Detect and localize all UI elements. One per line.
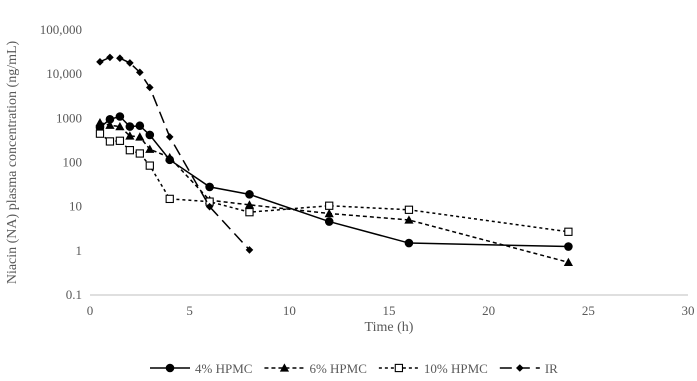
data-point (125, 122, 135, 131)
data-point (125, 146, 135, 155)
y-tick-label: 10,000 (46, 66, 82, 81)
data-point (115, 121, 125, 131)
x-tick-label: 15 (383, 303, 396, 318)
data-point (125, 131, 135, 140)
data-point (146, 83, 154, 92)
y-tick-label: 100 (63, 155, 83, 170)
data-point (95, 129, 105, 138)
data-point (115, 112, 125, 121)
data-point (244, 200, 255, 209)
x-tick-label: 5 (186, 303, 193, 318)
data-point (404, 215, 414, 224)
y-tick-label: 0.1 (66, 287, 82, 302)
data-point (563, 257, 573, 266)
legend-item: 4% HPMC (150, 361, 252, 376)
legend-label: 10% HPMC (424, 361, 488, 376)
data-point (136, 68, 144, 77)
data-point (404, 238, 414, 248)
data-point (106, 53, 114, 62)
data-point (564, 242, 573, 251)
y-axis-ticks: 0.1 1 10 100 1000 10,000 100,000 (40, 22, 82, 302)
data-point (404, 205, 414, 214)
legend-swatch-marker (165, 363, 175, 373)
data-point (116, 54, 124, 62)
legend-item: IR (499, 361, 558, 376)
data-point (325, 201, 334, 210)
data-point (105, 137, 115, 146)
x-tick-label: 0 (87, 303, 94, 318)
series-1 (95, 112, 573, 251)
data-point (564, 227, 573, 236)
legend-label: 6% HPMC (309, 361, 366, 376)
data-point (205, 202, 214, 211)
y-axis-title: Niacin (NA) plasma concentration (ng/mL) (5, 40, 20, 284)
plot-series (95, 53, 573, 266)
x-tick-label: 30 (682, 303, 695, 318)
data-point (245, 208, 254, 217)
data-point (245, 190, 254, 199)
data-point (245, 246, 254, 254)
data-point (115, 136, 125, 145)
y-tick-label: 100,000 (40, 22, 82, 37)
data-point (145, 161, 154, 170)
data-point (324, 217, 334, 226)
data-point (165, 194, 174, 204)
data-point (145, 144, 155, 153)
data-point (126, 59, 134, 67)
y-tick-label: 1 (76, 243, 83, 258)
legend-item: 10% HPMC (378, 361, 488, 376)
data-point (324, 208, 334, 218)
y-tick-label: 10 (69, 199, 82, 214)
data-point (96, 58, 104, 66)
y-tick-label: 1000 (56, 110, 82, 125)
legend-label: 4% HPMC (195, 361, 252, 376)
series-line (99, 121, 569, 264)
data-point (205, 182, 214, 192)
x-axis-title: Time (h) (365, 320, 414, 335)
data-point (135, 132, 145, 141)
legend-swatch-marker (516, 364, 524, 372)
legend-item: 6% HPMC (264, 361, 367, 376)
legend: 4% HPMC 6% HPMC 10% HPMC IR (150, 361, 558, 376)
x-tick-label: 25 (582, 303, 595, 318)
legend-label: IR (545, 361, 558, 376)
data-point (95, 118, 105, 127)
x-tick-label: 10 (283, 303, 296, 318)
x-tick-label: 20 (482, 303, 495, 318)
series-line (99, 133, 569, 233)
data-point (145, 130, 155, 140)
series-line (99, 56, 251, 251)
data-point (165, 152, 175, 162)
data-point (135, 121, 145, 131)
data-point (165, 133, 174, 141)
series-3 (95, 129, 573, 236)
legend-swatch-marker (394, 363, 404, 373)
x-axis-ticks: 0 5 10 15 20 25 30 (87, 303, 695, 318)
legend-swatch-marker (279, 363, 290, 372)
data-point (135, 149, 144, 158)
series-4 (96, 53, 254, 254)
series-2 (95, 118, 573, 266)
data-point (105, 120, 115, 129)
